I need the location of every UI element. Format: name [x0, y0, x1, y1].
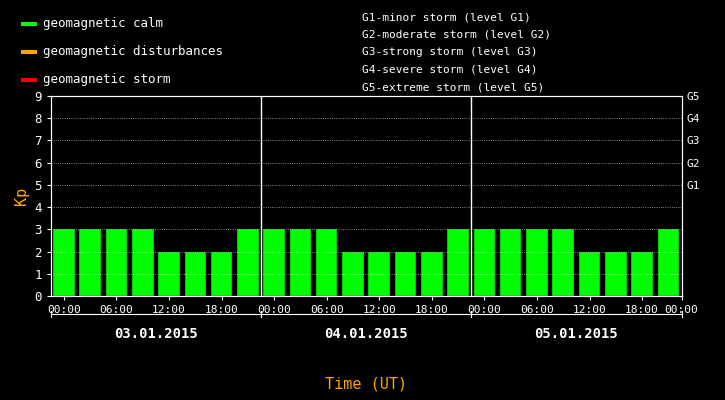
Bar: [22, 50, 37, 54]
Bar: [22, 22, 37, 26]
Bar: [552, 229, 574, 296]
Bar: [106, 229, 127, 296]
Bar: [290, 229, 311, 296]
Text: G2-moderate storm (level G2): G2-moderate storm (level G2): [362, 30, 552, 40]
Text: 04.01.2015: 04.01.2015: [324, 327, 408, 341]
Bar: [500, 229, 521, 296]
Bar: [473, 229, 495, 296]
Bar: [342, 252, 364, 296]
Bar: [316, 229, 337, 296]
Bar: [237, 229, 259, 296]
Bar: [158, 252, 180, 296]
Bar: [53, 229, 75, 296]
Bar: [658, 229, 679, 296]
Bar: [368, 252, 390, 296]
Bar: [211, 252, 232, 296]
Bar: [421, 252, 442, 296]
Bar: [526, 229, 547, 296]
Text: 03.01.2015: 03.01.2015: [114, 327, 198, 341]
Text: Time (UT): Time (UT): [325, 376, 407, 392]
Text: G4-severe storm (level G4): G4-severe storm (level G4): [362, 65, 538, 75]
Bar: [631, 252, 652, 296]
Y-axis label: Kp: Kp: [14, 187, 29, 205]
Bar: [605, 252, 626, 296]
Text: geomagnetic disturbances: geomagnetic disturbances: [43, 46, 223, 58]
Text: 05.01.2015: 05.01.2015: [534, 327, 618, 341]
Bar: [263, 229, 285, 296]
Text: G5-extreme storm (level G5): G5-extreme storm (level G5): [362, 82, 544, 92]
Text: G1-minor storm (level G1): G1-minor storm (level G1): [362, 12, 531, 22]
Text: G3-strong storm (level G3): G3-strong storm (level G3): [362, 47, 538, 57]
Bar: [132, 229, 154, 296]
Bar: [185, 252, 206, 296]
Bar: [447, 229, 469, 296]
Bar: [579, 252, 600, 296]
Bar: [395, 252, 416, 296]
Text: geomagnetic storm: geomagnetic storm: [43, 74, 170, 86]
Text: geomagnetic calm: geomagnetic calm: [43, 18, 163, 30]
Bar: [80, 229, 101, 296]
Bar: [22, 78, 37, 82]
